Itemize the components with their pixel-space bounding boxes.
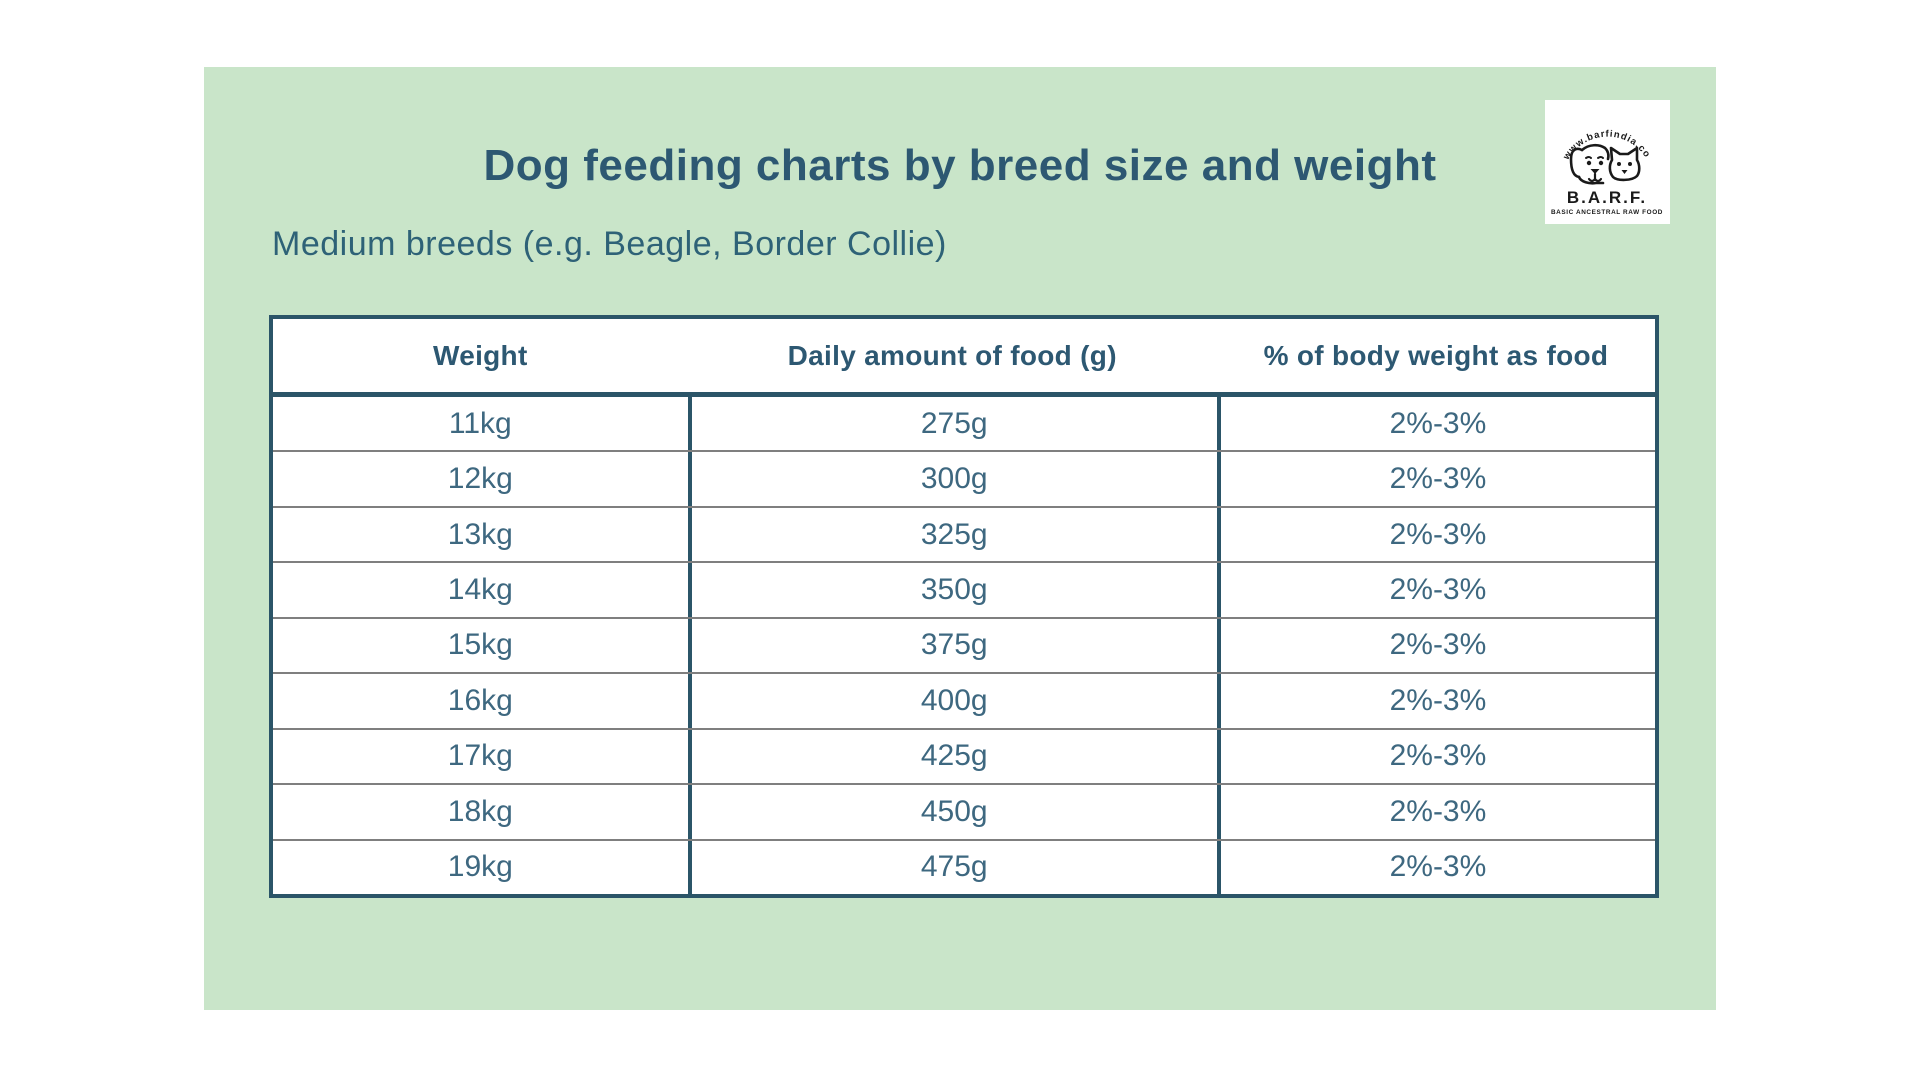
cell-body-weight-pct: 2%-3% xyxy=(1216,618,1655,673)
cell-weight: 12kg xyxy=(447,462,513,496)
cell-body-weight-pct: 2%-3% xyxy=(1216,674,1655,728)
header-cell-body-weight-pct: % of body weight as food xyxy=(1263,339,1609,371)
logo-tagline: BASIC ANCESTRAL RAW FOOD xyxy=(1551,209,1663,216)
cat-face-marks xyxy=(1617,162,1632,174)
cell-body-weight-pct: 2%-3% xyxy=(1216,397,1655,451)
cell-daily-amount: 325g xyxy=(687,507,1217,562)
cell-weight: 17kg xyxy=(447,739,513,773)
dog-icon xyxy=(1569,143,1610,185)
cell-weight: 16kg xyxy=(447,683,513,717)
table-row: 12kg 300g 2%-3% xyxy=(273,450,1655,506)
cell-weight: 14kg xyxy=(447,573,513,607)
table-row: 16kg 400g 2%-3% xyxy=(273,672,1655,728)
table-row: 14kg 350g 2%-3% xyxy=(273,561,1655,617)
cell-daily-amount: 450g xyxy=(687,785,1217,839)
table-row: 15kg 375g 2%-3% xyxy=(273,616,1655,673)
cell-body-weight-pct: 2%-3% xyxy=(1216,785,1655,839)
cell-weight: 11kg xyxy=(448,406,512,440)
section-subtitle: Medium breeds (e.g. Beagle, Border Colli… xyxy=(272,225,947,263)
cell-daily-amount: 475g xyxy=(687,840,1217,894)
barf-logo-graphic: www.barfindia.com xyxy=(1545,100,1663,216)
cell-weight: 18kg xyxy=(447,794,513,828)
cell-body-weight-pct: 2%-3% xyxy=(1216,563,1655,617)
cell-body-weight-pct: 2%-3% xyxy=(1216,840,1655,894)
cell-daily-amount: 275g xyxy=(687,397,1217,451)
cat-icon xyxy=(1608,146,1641,182)
cell-weight: 13kg xyxy=(447,517,513,551)
table-body: 11kg 275g 2%-3% 12kg 300g 2%-3% 13kg 325… xyxy=(273,397,1655,894)
table-row: 18kg 450g 2%-3% xyxy=(273,783,1655,839)
cell-daily-amount: 300g xyxy=(687,452,1217,506)
header-cell-daily-amount: Daily amount of food (g) xyxy=(787,339,1117,371)
logo-name: B.A.R.F. xyxy=(1567,188,1647,207)
table-header-row: Weight Daily amount of food (g) % of bod… xyxy=(273,319,1655,397)
feeding-table: Weight Daily amount of food (g) % of bod… xyxy=(269,315,1659,898)
table-row: 17kg 425g 2%-3% xyxy=(273,727,1655,784)
content-panel: Dog feeding charts by breed size and wei… xyxy=(204,67,1716,1010)
barf-logo: www.barfindia.com xyxy=(1545,100,1670,224)
cell-daily-amount: 350g xyxy=(687,563,1217,617)
cell-body-weight-pct: 2%-3% xyxy=(1216,507,1655,562)
cell-daily-amount: 375g xyxy=(687,618,1217,673)
cell-weight: 19kg xyxy=(447,850,513,884)
cell-daily-amount: 425g xyxy=(687,729,1217,784)
cell-daily-amount: 400g xyxy=(687,674,1217,728)
cell-body-weight-pct: 2%-3% xyxy=(1216,452,1655,506)
table-row: 19kg 475g 2%-3% xyxy=(273,838,1655,894)
table-row: 11kg 275g 2%-3% xyxy=(273,397,1655,451)
dog-face-marks xyxy=(1586,160,1604,174)
cell-body-weight-pct: 2%-3% xyxy=(1216,729,1655,784)
header-cell-weight: Weight xyxy=(432,339,528,371)
dog-mouth xyxy=(1587,172,1603,183)
table-row: 13kg 325g 2%-3% xyxy=(273,505,1655,562)
cell-weight: 15kg xyxy=(447,628,513,662)
page-title: Dog feeding charts by breed size and wei… xyxy=(483,141,1437,190)
